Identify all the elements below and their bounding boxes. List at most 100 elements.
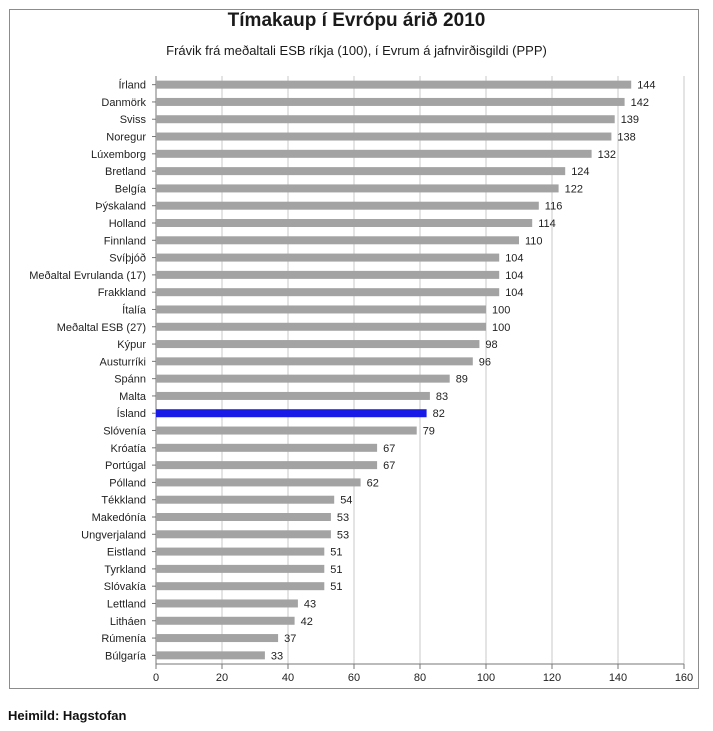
- bar: [156, 513, 331, 521]
- bar-highlighted: [156, 409, 427, 418]
- category-label: Malta: [119, 391, 147, 403]
- category-label: Meðaltal Evrulanda (17): [29, 270, 146, 282]
- value-label: 100: [492, 322, 510, 334]
- x-tick-label: 60: [348, 672, 360, 684]
- bar: [156, 236, 519, 245]
- value-label: 104: [505, 270, 523, 282]
- category-label: Holland: [109, 218, 146, 230]
- bar: [156, 651, 265, 660]
- category-label: Svíþjóð: [109, 253, 146, 265]
- category-label: Noregur: [106, 132, 146, 144]
- category-label: Spánn: [114, 374, 146, 386]
- value-label: 100: [492, 304, 510, 316]
- value-label: 54: [340, 495, 352, 507]
- bar: [156, 564, 325, 573]
- value-label: 37: [284, 633, 296, 645]
- x-tick-label: 140: [609, 672, 627, 684]
- value-label: 53: [337, 512, 349, 524]
- value-label: 82: [433, 408, 445, 420]
- value-label: 42: [301, 616, 313, 628]
- category-label: Rúmenía: [101, 633, 147, 645]
- bar: [156, 219, 533, 227]
- x-tick-label: 0: [153, 672, 159, 684]
- value-label: 116: [545, 201, 563, 213]
- bar: [156, 599, 298, 608]
- value-label: 53: [337, 529, 349, 541]
- category-label: Meðaltal ESB (27): [57, 322, 146, 334]
- x-tick-label: 80: [414, 672, 426, 684]
- value-label: 43: [304, 598, 316, 610]
- chart-title: Tímakaup í Evrópu árið 2010: [227, 10, 486, 31]
- bar: [156, 80, 632, 89]
- category-label: Tyrkland: [104, 564, 146, 576]
- category-label: Belgía: [115, 183, 147, 195]
- bar: [156, 530, 331, 539]
- value-label: 110: [525, 235, 543, 247]
- bar: [156, 322, 486, 331]
- bar: [156, 340, 480, 349]
- x-tick-label: 100: [477, 672, 495, 684]
- category-label: Írland: [118, 79, 146, 92]
- bar: [156, 426, 417, 435]
- value-label: 122: [565, 183, 583, 195]
- category-label: Lettland: [107, 598, 146, 610]
- category-label: Portúgal: [105, 460, 146, 472]
- value-label: 83: [436, 391, 448, 403]
- value-label: 104: [505, 253, 523, 265]
- category-label: Danmörk: [101, 97, 146, 109]
- value-label: 67: [383, 443, 395, 455]
- category-label: Ísland: [117, 407, 146, 420]
- value-label: 51: [330, 564, 342, 576]
- category-label: Tékkland: [101, 495, 146, 507]
- bar: [156, 582, 325, 591]
- value-label: 114: [538, 218, 556, 230]
- category-label: Þýskaland: [95, 201, 146, 213]
- bar: [156, 616, 295, 625]
- x-tick-label: 40: [282, 672, 294, 684]
- x-tick-label: 20: [216, 672, 228, 684]
- value-label: 51: [330, 547, 342, 559]
- bar: [156, 201, 539, 210]
- value-label: 33: [271, 650, 283, 662]
- bar: [156, 374, 450, 383]
- value-label: 104: [505, 287, 523, 299]
- category-label: Litháen: [110, 616, 146, 628]
- bar: [156, 634, 279, 643]
- x-tick-label: 120: [543, 672, 561, 684]
- bar: [156, 184, 559, 193]
- bar: [156, 167, 566, 176]
- category-label: Slóvenía: [103, 426, 147, 438]
- bar: [156, 270, 500, 279]
- bar: [156, 547, 325, 556]
- value-label: 144: [637, 80, 655, 92]
- category-label: Frakkland: [98, 287, 146, 299]
- bar: [156, 478, 361, 487]
- value-label: 89: [456, 374, 468, 386]
- category-label: Ungverjaland: [81, 529, 146, 541]
- bar: [156, 443, 378, 452]
- value-label: 132: [598, 149, 616, 161]
- bar: [156, 132, 612, 141]
- category-label: Slóvakía: [104, 581, 147, 593]
- bar: [156, 305, 486, 314]
- bar: [156, 357, 473, 366]
- bar: [156, 288, 500, 297]
- bar: [156, 97, 625, 106]
- category-label: Eistland: [107, 547, 146, 559]
- value-label: 96: [479, 356, 491, 368]
- bar: [156, 253, 500, 262]
- category-label: Búlgaría: [105, 650, 147, 662]
- value-label: 98: [485, 339, 497, 351]
- bar: [156, 391, 430, 400]
- value-label: 124: [571, 166, 589, 178]
- bar: [156, 461, 378, 470]
- bar: [156, 495, 335, 504]
- value-label: 139: [621, 114, 639, 126]
- source-note: Heimild: Hagstofan: [8, 708, 127, 723]
- category-label: Kýpur: [117, 339, 146, 351]
- category-label: Króatía: [111, 443, 147, 455]
- category-label: Austurríki: [100, 356, 146, 368]
- bar: [156, 115, 615, 124]
- category-label: Lúxemborg: [91, 149, 146, 161]
- value-label: 79: [423, 426, 435, 438]
